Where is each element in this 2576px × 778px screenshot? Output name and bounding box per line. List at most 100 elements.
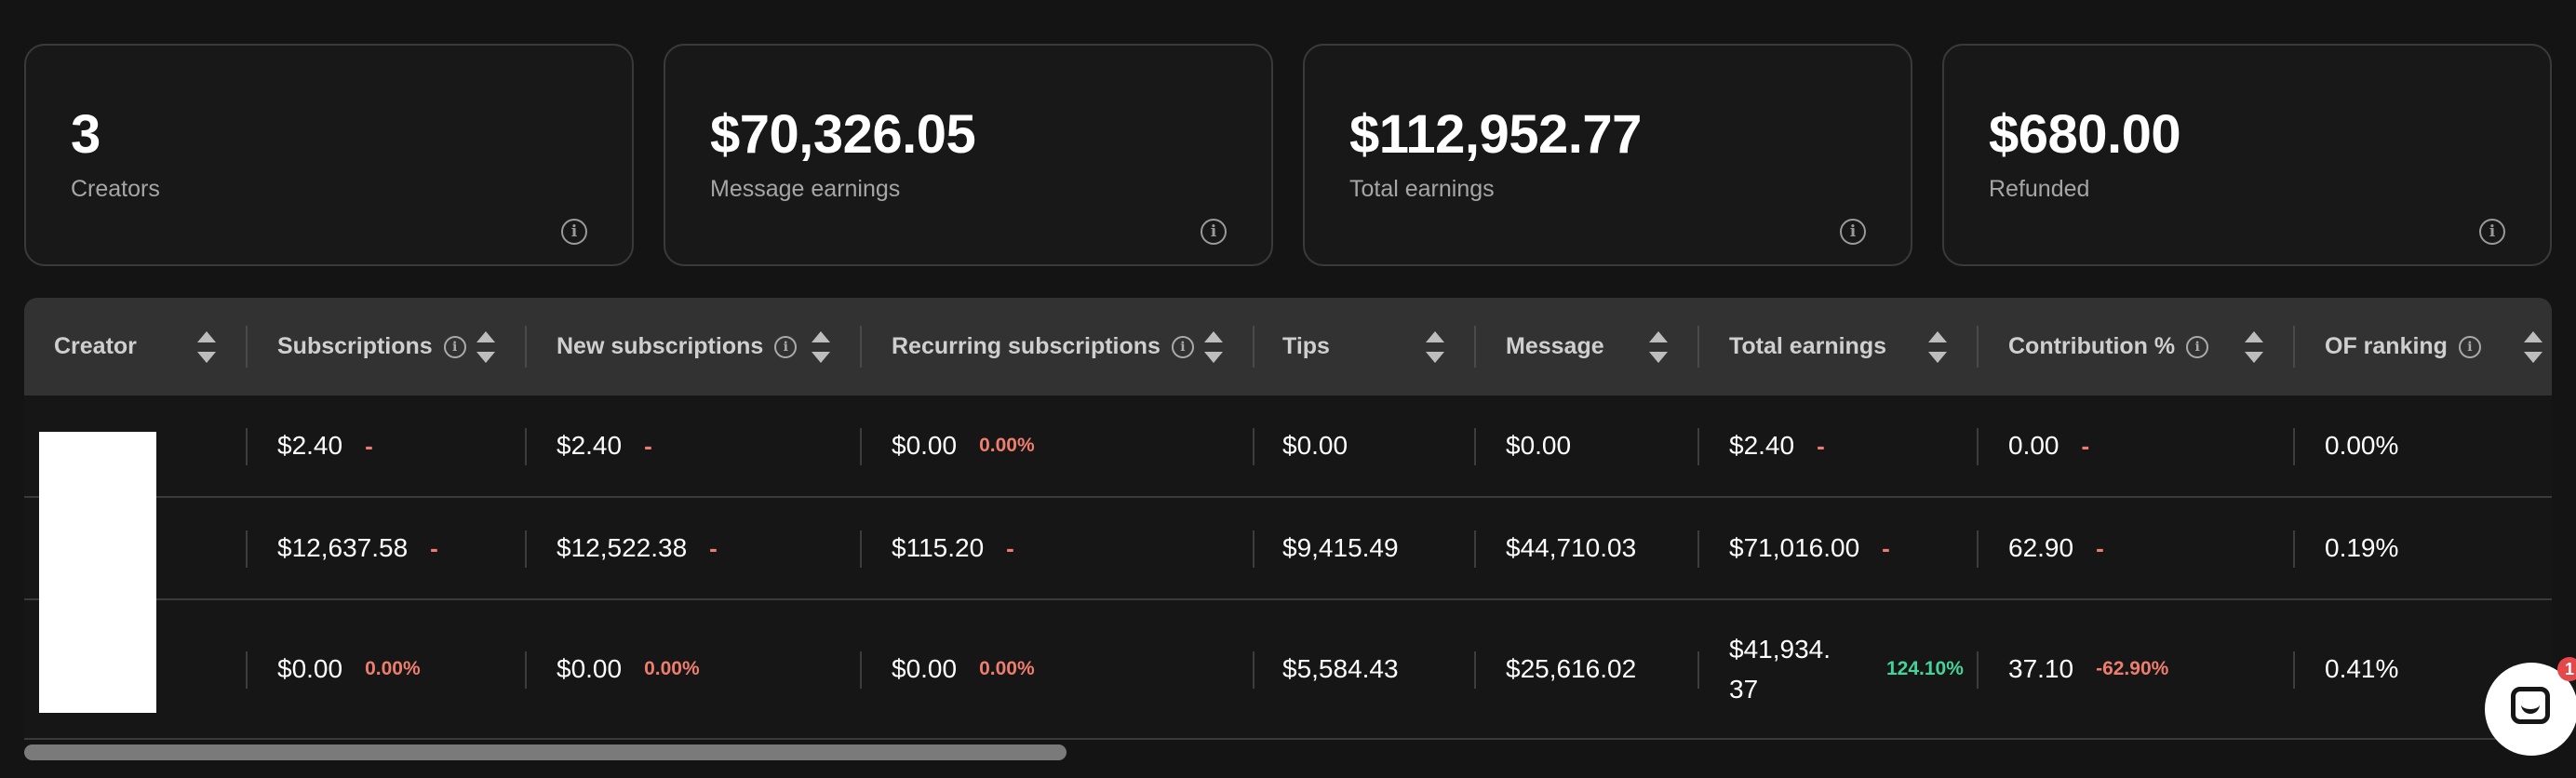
column-separator bbox=[525, 326, 527, 368]
cell-separator bbox=[1697, 651, 1699, 689]
column-separator bbox=[246, 326, 248, 368]
cell-total-earnings: $71,016.00- bbox=[1729, 533, 1890, 562]
column-separator bbox=[1253, 326, 1254, 368]
cell-subscriptions: $0.00 0.00% bbox=[277, 654, 421, 683]
cell-separator bbox=[1474, 651, 1476, 689]
cell-contribution: 62.90- bbox=[2008, 533, 2104, 562]
cell-recurring-subscriptions: $115.20- bbox=[892, 533, 1014, 562]
column-separator bbox=[1474, 326, 1476, 368]
info-icon[interactable]: i bbox=[1171, 335, 1194, 358]
cell-separator bbox=[525, 530, 527, 568]
cell-of-ranking: 0.41% bbox=[2325, 654, 2399, 683]
cell-recurring-subscriptions: $0.00 0.00% bbox=[892, 654, 1035, 683]
stat-label: Creators bbox=[71, 176, 160, 202]
notification-badge: 1 bbox=[2557, 657, 2576, 681]
column-header-recurring-subscriptions[interactable]: Recurring subscriptions i bbox=[892, 298, 1194, 396]
cell-separator bbox=[1977, 428, 1979, 465]
cell-message: $0.00 bbox=[1506, 431, 1572, 460]
cell-separator bbox=[246, 530, 248, 568]
cell-separator bbox=[860, 530, 862, 568]
cell-separator bbox=[1474, 530, 1476, 568]
stat-card-total-earnings: $112,952.77 Total earnings i bbox=[1303, 44, 1912, 266]
stats-cards: 3 Creators i $70,326.05 Message earnings… bbox=[24, 44, 2552, 266]
cell-separator bbox=[2293, 530, 2295, 568]
stat-value: $70,326.05 bbox=[710, 104, 976, 165]
column-header-subscriptions[interactable]: Subscriptions i bbox=[277, 298, 466, 396]
stat-value: 3 bbox=[71, 104, 101, 165]
sort-icon[interactable] bbox=[1426, 331, 1444, 363]
cell-of-ranking: 0.00% bbox=[2325, 431, 2399, 460]
cell-separator bbox=[1253, 651, 1254, 689]
cell-separator bbox=[2293, 428, 2295, 465]
cell-total-earnings: $2.40- bbox=[1729, 431, 1825, 460]
cell-separator bbox=[246, 651, 248, 689]
info-icon[interactable]: i bbox=[1840, 219, 1866, 245]
table-header: Creator Subscriptions i New subscriptions… bbox=[24, 298, 2552, 396]
info-icon[interactable]: i bbox=[774, 335, 798, 358]
stat-label: Message earnings bbox=[710, 176, 901, 202]
cell-new-subscriptions: $2.40- bbox=[557, 431, 652, 460]
cell-separator bbox=[1253, 428, 1254, 465]
cell-total-earnings: $41,934. 37 124.10% bbox=[1729, 635, 1964, 704]
cell-tips: $5,584.43 bbox=[1282, 654, 1399, 683]
column-header-creator[interactable]: Creator bbox=[54, 333, 137, 359]
cell-subscriptions: $2.40- bbox=[277, 431, 373, 460]
stat-card-message-earnings: $70,326.05 Message earnings i bbox=[664, 44, 1273, 266]
column-header-new-subscriptions[interactable]: New subscriptions i bbox=[557, 298, 798, 396]
info-icon[interactable]: i bbox=[2186, 335, 2209, 358]
column-separator bbox=[1697, 326, 1699, 368]
column-header-of-ranking[interactable]: OF ranking i bbox=[2325, 298, 2481, 396]
column-header-contribution[interactable]: Contribution % i bbox=[2008, 298, 2209, 396]
info-icon[interactable]: i bbox=[1201, 219, 1227, 245]
sort-icon[interactable] bbox=[2245, 331, 2263, 363]
info-icon[interactable]: i bbox=[443, 335, 466, 358]
table-row[interactable]: $12,637.58- $12,522.38- $115.20- $9,415.… bbox=[24, 498, 2552, 600]
creators-table: Creator Subscriptions i New subscriptions… bbox=[24, 298, 2552, 752]
stat-value: $680.00 bbox=[1989, 104, 2181, 165]
cell-contribution: 0.00- bbox=[2008, 431, 2090, 460]
table-row[interactable]: $2.40- $2.40- $0.00 0.00% $0.00 $0.00 $2.… bbox=[24, 396, 2552, 498]
cell-separator bbox=[860, 651, 862, 689]
cell-separator bbox=[525, 428, 527, 465]
cell-separator bbox=[246, 428, 248, 465]
creator-avatar-redacted bbox=[39, 432, 156, 713]
cell-separator bbox=[1977, 530, 1979, 568]
stat-label: Refunded bbox=[1989, 176, 2090, 202]
cell-message: $44,710.03 bbox=[1506, 533, 1637, 562]
info-icon[interactable]: i bbox=[561, 219, 587, 245]
cell-separator bbox=[1977, 651, 1979, 689]
sort-icon[interactable] bbox=[197, 331, 216, 363]
stat-card-creators: 3 Creators i bbox=[24, 44, 634, 266]
stat-card-refunded: $680.00 Refunded i bbox=[1942, 44, 2552, 266]
horizontal-scrollbar[interactable] bbox=[24, 744, 2552, 761]
cell-tips: $9,415.49 bbox=[1282, 533, 1399, 562]
cell-tips: $0.00 bbox=[1282, 431, 1348, 460]
column-separator bbox=[1977, 326, 1979, 368]
chat-icon bbox=[2511, 687, 2550, 724]
cell-separator bbox=[2293, 651, 2295, 689]
column-header-tips[interactable]: Tips bbox=[1282, 333, 1330, 359]
cell-separator bbox=[1253, 530, 1254, 568]
cell-of-ranking: 0.19% bbox=[2325, 533, 2399, 562]
sort-icon[interactable] bbox=[2524, 331, 2542, 363]
info-icon[interactable]: i bbox=[2479, 219, 2505, 245]
cell-separator bbox=[1697, 530, 1699, 568]
cell-subscriptions: $12,637.58- bbox=[277, 533, 438, 562]
sort-icon[interactable] bbox=[812, 331, 830, 363]
table-row[interactable]: $0.00 0.00% $0.00 0.00% $0.00 0.00% $5,584.… bbox=[24, 600, 2552, 740]
cell-recurring-subscriptions: $0.00 0.00% bbox=[892, 431, 1035, 460]
cell-separator bbox=[860, 428, 862, 465]
sort-icon[interactable] bbox=[476, 331, 495, 363]
cell-separator bbox=[1474, 428, 1476, 465]
scrollbar-thumb[interactable] bbox=[24, 744, 1067, 760]
sort-icon[interactable] bbox=[1928, 331, 1947, 363]
cell-message: $25,616.02 bbox=[1506, 654, 1637, 683]
sort-icon[interactable] bbox=[1204, 331, 1223, 363]
sort-icon[interactable] bbox=[1649, 331, 1668, 363]
column-header-message[interactable]: Message bbox=[1506, 333, 1604, 359]
column-header-total-earnings[interactable]: Total earnings bbox=[1729, 333, 1887, 359]
cell-new-subscriptions: $12,522.38- bbox=[557, 533, 718, 562]
cell-new-subscriptions: $0.00 0.00% bbox=[557, 654, 700, 683]
info-icon[interactable]: i bbox=[2458, 335, 2481, 358]
